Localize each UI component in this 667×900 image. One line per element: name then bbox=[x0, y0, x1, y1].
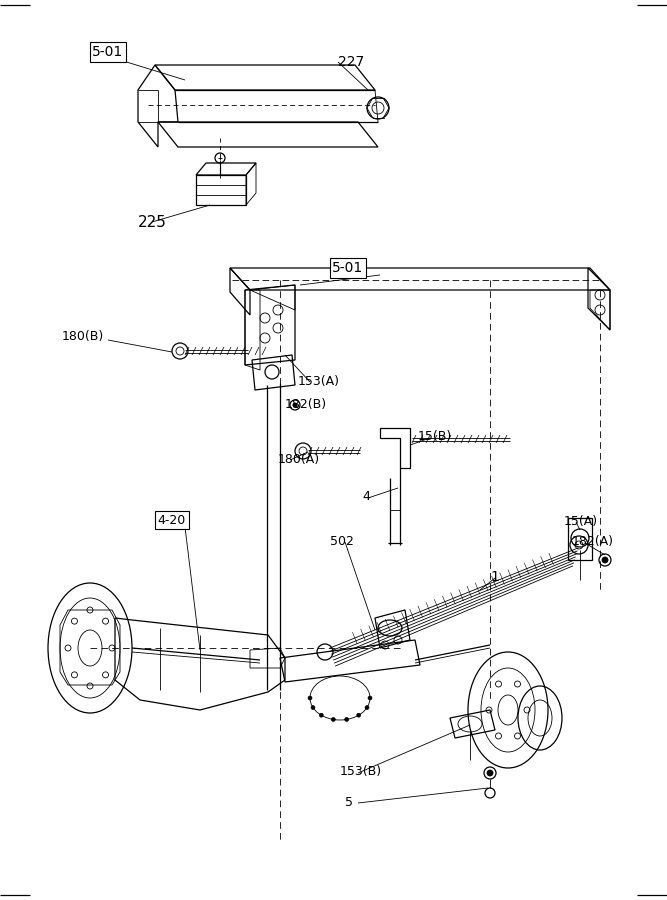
Circle shape bbox=[319, 713, 323, 717]
Circle shape bbox=[487, 770, 493, 776]
Text: 5: 5 bbox=[345, 796, 353, 809]
Text: 180(B): 180(B) bbox=[62, 330, 104, 343]
Text: 5-01: 5-01 bbox=[92, 45, 123, 59]
Text: 180(A): 180(A) bbox=[278, 453, 320, 466]
Text: 182(A): 182(A) bbox=[572, 535, 614, 548]
Circle shape bbox=[308, 696, 312, 700]
Text: 15(A): 15(A) bbox=[564, 515, 598, 528]
Circle shape bbox=[293, 403, 297, 407]
Text: 4-20: 4-20 bbox=[158, 514, 186, 526]
Text: 225: 225 bbox=[138, 215, 167, 230]
Text: 227: 227 bbox=[338, 55, 364, 69]
Circle shape bbox=[331, 717, 336, 722]
Text: 502: 502 bbox=[330, 535, 354, 548]
Circle shape bbox=[357, 713, 361, 717]
Circle shape bbox=[311, 706, 315, 709]
Text: 153(B): 153(B) bbox=[340, 765, 382, 778]
Circle shape bbox=[345, 717, 349, 722]
Circle shape bbox=[365, 706, 369, 709]
Text: 153(A): 153(A) bbox=[298, 375, 340, 388]
Circle shape bbox=[602, 557, 608, 563]
Text: 4: 4 bbox=[362, 490, 370, 503]
Text: 15(B): 15(B) bbox=[418, 430, 452, 443]
Text: 5-01: 5-01 bbox=[332, 261, 364, 275]
Text: 182(B): 182(B) bbox=[285, 398, 327, 411]
Text: 1: 1 bbox=[490, 570, 499, 584]
Circle shape bbox=[368, 696, 372, 700]
